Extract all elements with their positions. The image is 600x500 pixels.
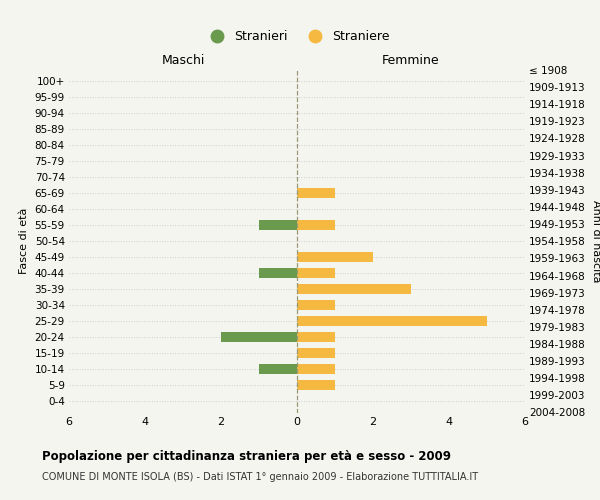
- Bar: [297, 188, 335, 198]
- Y-axis label: Anni di nascita: Anni di nascita: [592, 200, 600, 282]
- Bar: [297, 300, 335, 310]
- Text: Popolazione per cittadinanza straniera per età e sesso - 2009: Popolazione per cittadinanza straniera p…: [42, 450, 451, 463]
- Bar: [259, 220, 297, 230]
- Bar: [297, 316, 487, 326]
- Bar: [297, 348, 335, 358]
- Bar: [259, 268, 297, 278]
- Bar: [297, 364, 335, 374]
- Bar: [297, 380, 335, 390]
- Y-axis label: Fasce di età: Fasce di età: [19, 208, 29, 274]
- Bar: [297, 284, 411, 294]
- Text: Femmine: Femmine: [382, 54, 440, 67]
- Bar: [297, 220, 335, 230]
- Text: COMUNE DI MONTE ISOLA (BS) - Dati ISTAT 1° gennaio 2009 - Elaborazione TUTTITALI: COMUNE DI MONTE ISOLA (BS) - Dati ISTAT …: [42, 472, 478, 482]
- Text: Maschi: Maschi: [161, 54, 205, 67]
- Bar: [297, 252, 373, 262]
- Bar: [297, 332, 335, 342]
- Bar: [297, 268, 335, 278]
- Bar: [259, 364, 297, 374]
- Bar: [221, 332, 297, 342]
- Legend: Stranieri, Straniere: Stranieri, Straniere: [199, 25, 395, 48]
